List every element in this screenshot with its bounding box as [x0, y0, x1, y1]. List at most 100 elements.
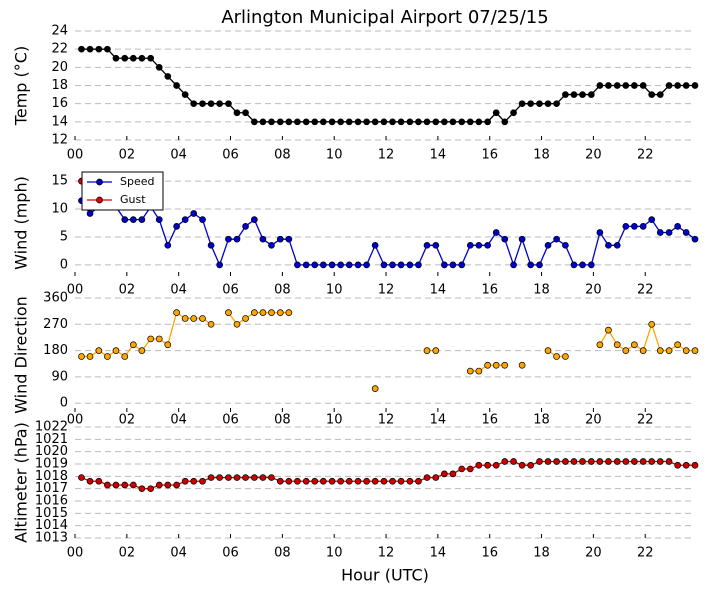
data-point	[596, 341, 604, 349]
data-point	[527, 100, 535, 108]
data-point	[129, 481, 137, 489]
y-tick-label: 1020	[35, 444, 68, 459]
x-tick-label: 22	[637, 283, 654, 298]
x-tick-label: 22	[637, 148, 654, 163]
data-point	[173, 481, 180, 489]
data-point	[173, 82, 180, 89]
y-axis-label: Wind Direction	[12, 296, 31, 414]
data-point	[389, 261, 396, 269]
data-point	[337, 261, 345, 269]
data-point	[605, 326, 612, 334]
data-point	[562, 91, 569, 98]
x-tick-label: 00	[67, 413, 84, 428]
data-point	[484, 118, 491, 126]
y-tick-label: 20	[51, 60, 68, 75]
data-point	[527, 461, 535, 469]
data-point	[613, 458, 621, 465]
data-point	[276, 235, 284, 243]
data-point	[95, 477, 103, 485]
data-point	[345, 477, 353, 485]
y-tick-label: 270	[43, 317, 68, 332]
data-point	[302, 477, 310, 485]
data-point	[466, 241, 474, 249]
data-point	[562, 353, 569, 360]
data-point	[86, 210, 94, 217]
data-point	[389, 477, 396, 485]
data-point	[155, 481, 163, 489]
y-tick-label: 18	[51, 78, 68, 93]
data-point	[294, 477, 301, 485]
data-point	[518, 235, 526, 243]
data-point	[630, 341, 638, 349]
data-point	[397, 261, 405, 269]
data-point	[259, 235, 267, 243]
data-point	[371, 118, 379, 126]
x-tick-label: 18	[533, 546, 550, 561]
data-point	[155, 335, 163, 343]
data-point	[363, 261, 370, 269]
x-tick-label: 06	[222, 148, 239, 163]
data-point	[363, 477, 370, 485]
data-point	[199, 477, 206, 485]
data-point	[311, 261, 319, 269]
data-point	[441, 470, 448, 478]
data-point	[458, 261, 466, 269]
data-point	[380, 477, 388, 485]
y-axis-label: Temp (°C)	[12, 46, 31, 126]
data-point	[553, 100, 560, 108]
data-point	[536, 458, 543, 465]
data-point	[587, 91, 595, 98]
x-tick-label: 10	[326, 283, 343, 298]
data-point	[415, 118, 422, 126]
data-point	[276, 118, 284, 126]
data-point	[596, 229, 604, 236]
data-point	[562, 241, 569, 249]
data-point	[129, 216, 137, 224]
data-point	[276, 477, 284, 485]
data-point	[613, 82, 621, 89]
data-point	[691, 347, 699, 354]
x-tick-label: 20	[585, 546, 602, 561]
data-point	[86, 477, 94, 485]
y-tick-label: 1019	[35, 457, 68, 472]
legend-box	[81, 171, 164, 211]
y-tick-label: 1016	[35, 494, 68, 509]
x-tick-label: 08	[274, 283, 291, 298]
y-tick-label: 1017	[35, 481, 68, 496]
y-tick-label: 1014	[35, 518, 68, 533]
y-tick-label: 5	[60, 229, 68, 244]
x-tick-label: 14	[430, 413, 447, 428]
data-point	[233, 474, 241, 481]
data-point	[691, 235, 699, 243]
data-point	[268, 241, 275, 249]
data-point	[432, 118, 440, 126]
data-point	[596, 82, 604, 89]
data-point	[441, 261, 448, 269]
data-point	[630, 82, 638, 89]
data-point	[380, 118, 388, 126]
y-tick-label: 1018	[35, 469, 68, 484]
data-point	[199, 100, 206, 108]
data-point	[630, 458, 638, 465]
x-tick-label: 02	[119, 283, 136, 298]
data-point	[207, 241, 215, 249]
data-point	[285, 477, 293, 485]
data-point	[423, 118, 431, 126]
data-point	[484, 241, 491, 249]
data-point	[423, 241, 431, 249]
data-point	[233, 235, 241, 243]
y-tick-label: 12	[51, 133, 68, 148]
data-point	[639, 222, 647, 230]
x-tick-label: 10	[326, 413, 343, 428]
x-tick-label: 08	[274, 148, 291, 163]
data-point	[544, 100, 552, 108]
x-tick-label: 08	[274, 546, 291, 561]
data-point	[276, 309, 284, 316]
data-point	[138, 216, 146, 224]
chart-title: Arlington Municipal Airport 07/25/15	[221, 7, 548, 28]
data-point	[129, 54, 137, 62]
y-tick-label: 180	[43, 343, 68, 358]
x-tick-label: 00	[67, 148, 84, 163]
data-point	[406, 477, 414, 485]
